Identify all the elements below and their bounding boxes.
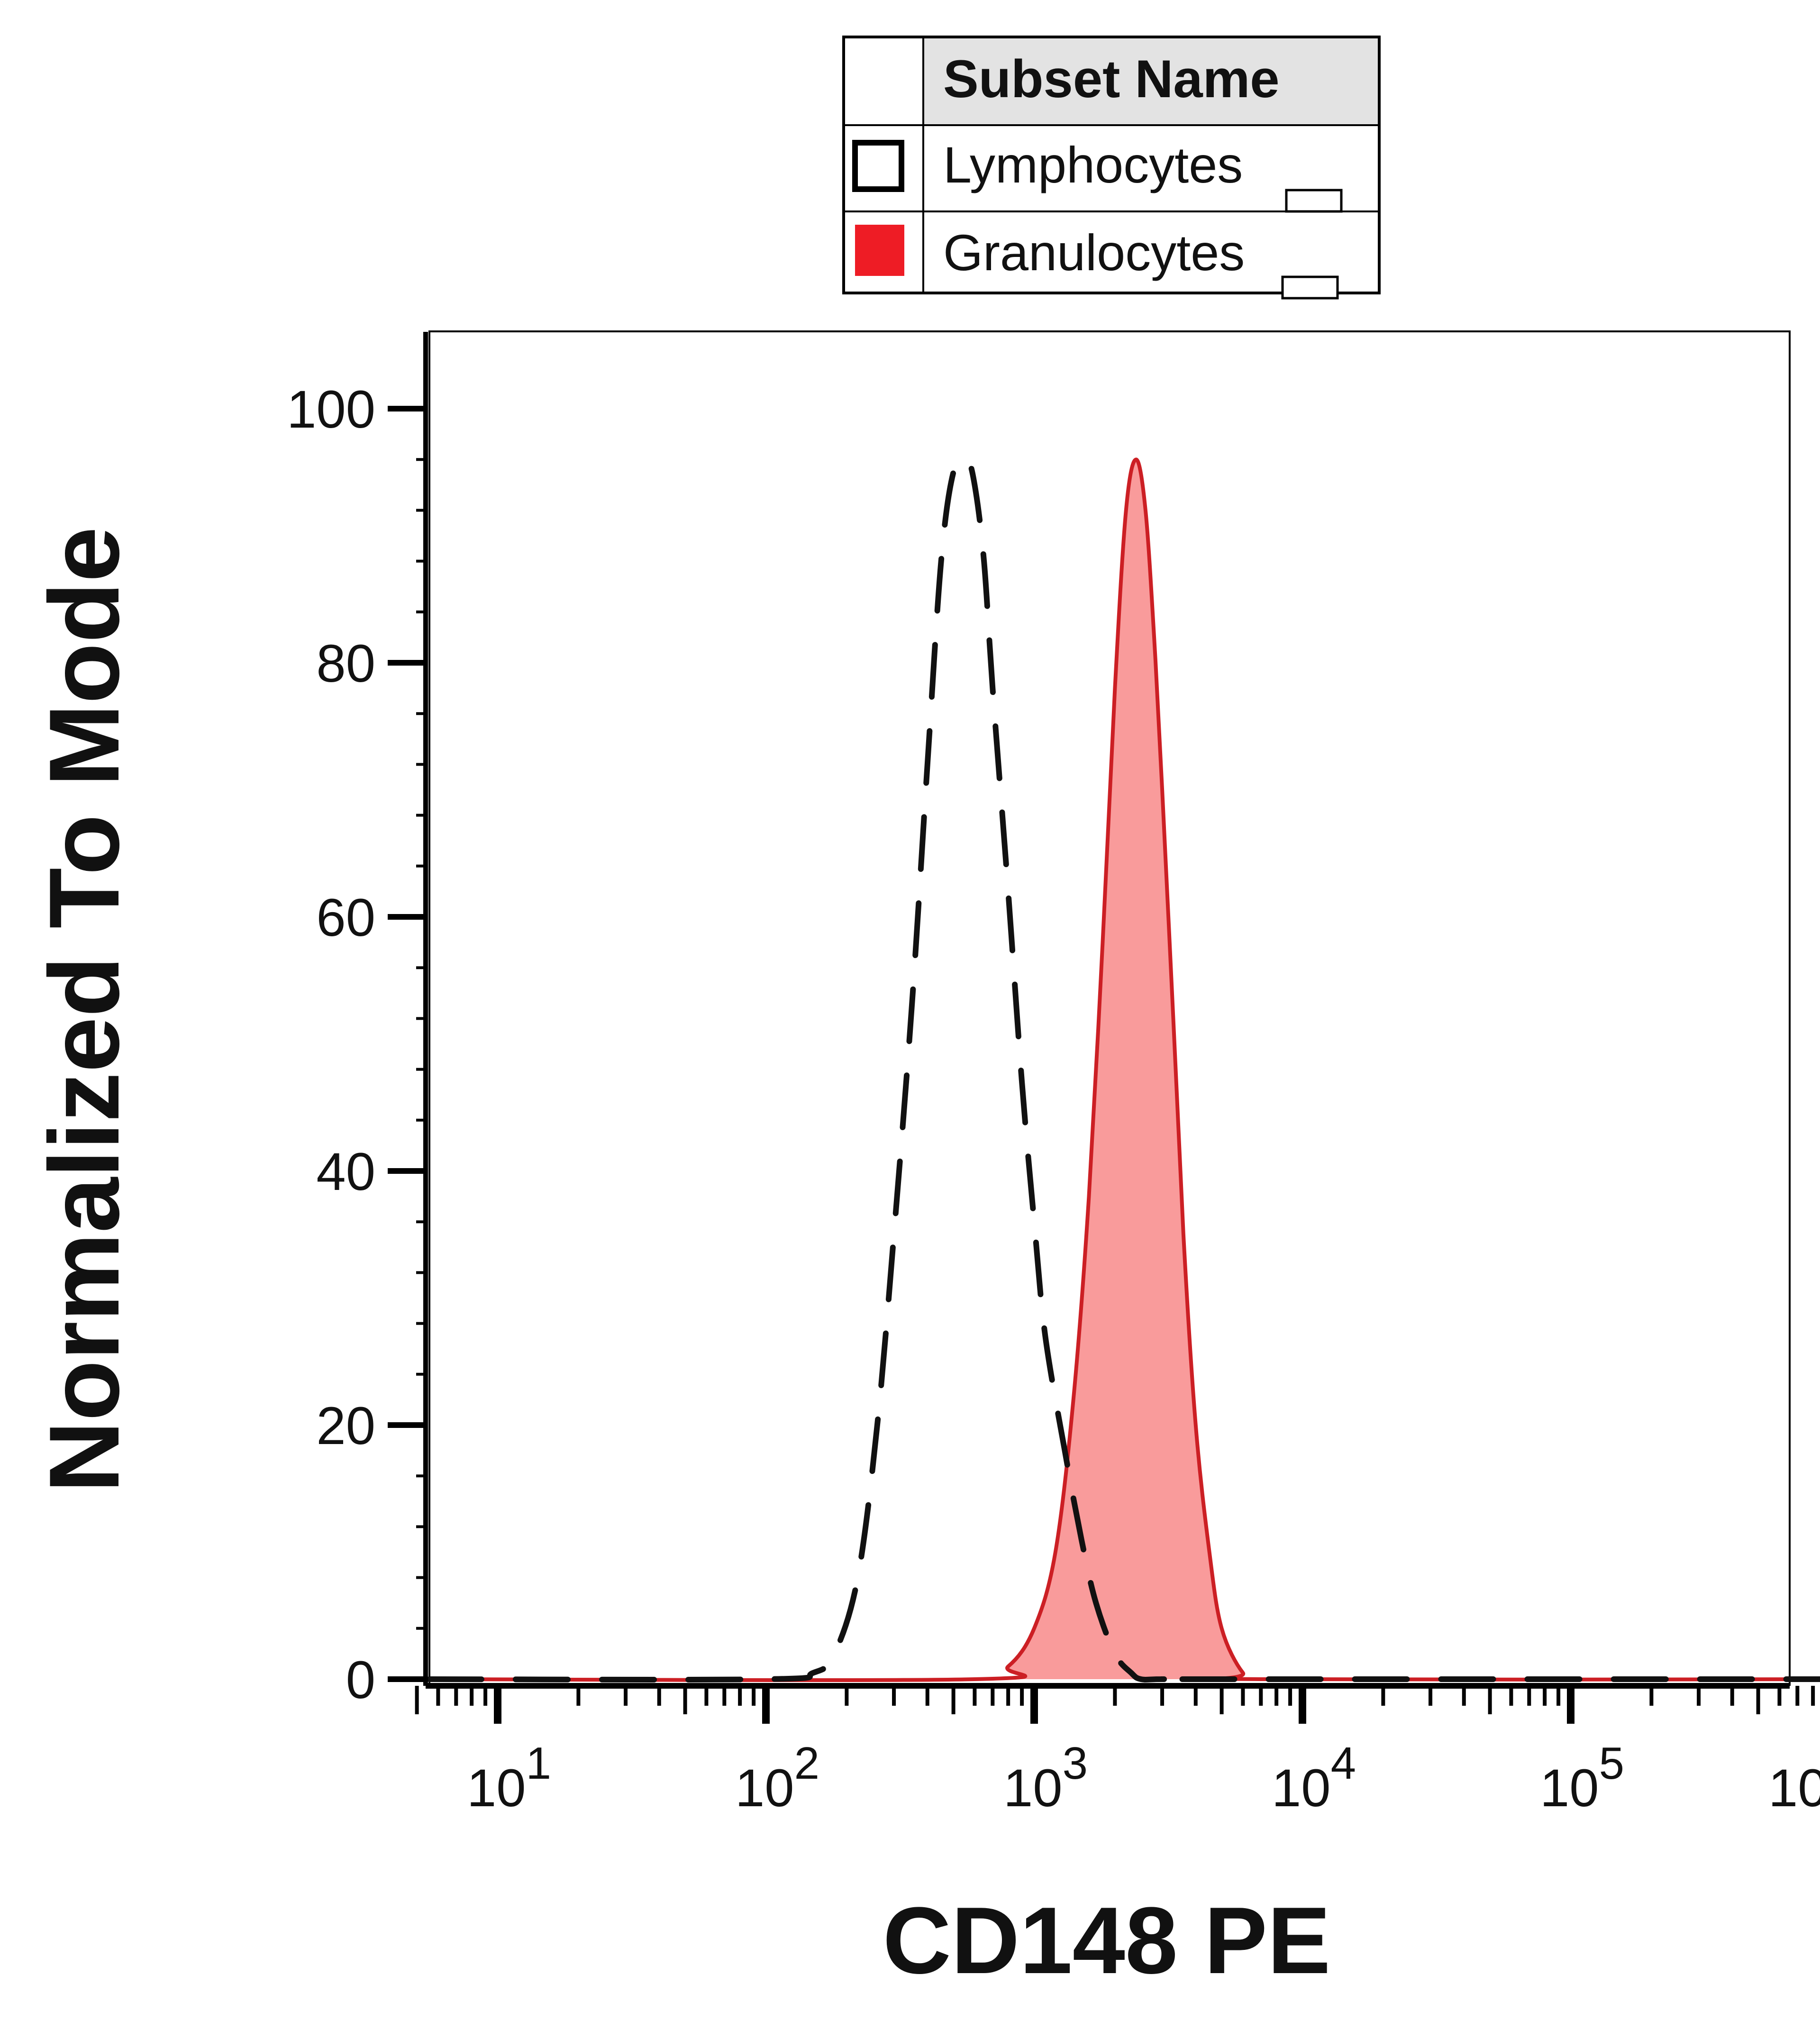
- x-tick-label: 106: [1768, 1738, 1820, 1818]
- x-tick-exponent: 2: [794, 1738, 819, 1789]
- x-tick-label: 101: [467, 1738, 551, 1818]
- y-axis-title: Normalized To Mode: [28, 527, 140, 1493]
- legend-header-bg: [923, 38, 1378, 125]
- x-tick-label: 102: [735, 1738, 819, 1818]
- series-granulocytes-line: [429, 457, 1820, 1682]
- y-tick-label: 20: [316, 1396, 375, 1455]
- y-tick-label: 100: [287, 380, 375, 439]
- legend-entry-lymphocytes: Lymphocytes: [943, 136, 1243, 193]
- x-tick-label: 104: [1272, 1738, 1356, 1818]
- legend-swatch-granulocytes: [855, 225, 904, 276]
- legend-entry-granulocytes: Granulocytes: [943, 224, 1245, 281]
- y-tick-label: 40: [316, 1142, 375, 1201]
- y-tick-label: 80: [316, 634, 375, 693]
- x-tick-exponent: 1: [526, 1738, 551, 1789]
- legend-header: Subset Name: [943, 49, 1280, 109]
- x-tick-label: 105: [1540, 1738, 1624, 1818]
- series-granulocytes-fill: [429, 459, 1820, 1680]
- y-tick-label: 60: [316, 888, 375, 947]
- y-tick-label: 0: [346, 1650, 375, 1710]
- legend: Subset Name Lymphocytes Granulocytes: [842, 36, 1381, 300]
- series-lymphocytes-line: [427, 455, 1820, 1683]
- x-axis: 101 102 103 104 105 106: [415, 1683, 1820, 1818]
- legend-small-box: [1281, 275, 1339, 300]
- x-tick-exponent: 4: [1331, 1738, 1356, 1789]
- x-tick-exponent: 5: [1599, 1738, 1624, 1789]
- x-tick-label: 103: [1003, 1738, 1088, 1818]
- series-layer: [427, 455, 1820, 1683]
- x-tick-exponent: 3: [1063, 1738, 1088, 1789]
- y-axis: 0 20 40 60 80 100: [287, 332, 428, 1710]
- legend-small-box: [1285, 189, 1343, 213]
- x-axis-title: CD148 PE: [883, 1888, 1331, 1993]
- legend-swatch-lymphocytes: [852, 140, 904, 192]
